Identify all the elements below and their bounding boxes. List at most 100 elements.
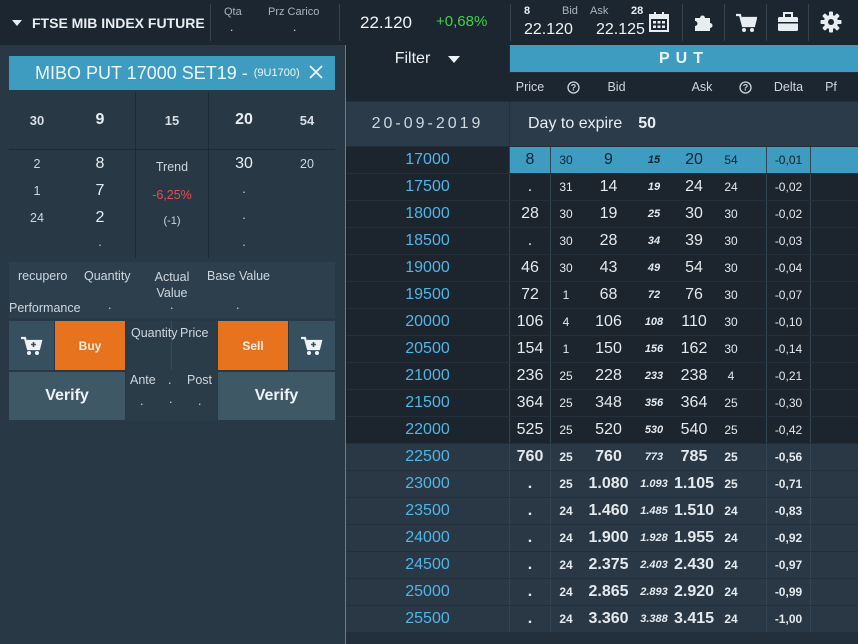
option-row[interactable]: 25500. 24 3.360 3.388 3.415 24 -1,00 <box>346 606 858 632</box>
option-ask[interactable]: 2.920 <box>673 583 715 600</box>
cart-icon[interactable] <box>735 12 757 34</box>
option-ask[interactable]: 1.510 <box>673 502 715 519</box>
option-strike[interactable]: 18500 <box>405 232 450 249</box>
option-strike[interactable]: 22500 <box>405 448 450 465</box>
option-bid[interactable]: 150 <box>595 340 622 357</box>
price-input[interactable] <box>172 342 217 370</box>
option-bid[interactable]: 1.080 <box>588 475 629 492</box>
option-bid[interactable]: 520 <box>595 421 622 438</box>
option-strike[interactable]: 24500 <box>405 556 450 573</box>
option-strike[interactable]: 18000 <box>405 205 450 222</box>
option-row[interactable]: 21500 364 25 348 356 364 25 -0,30 <box>346 390 858 416</box>
option-ask[interactable]: 3.415 <box>673 610 715 627</box>
puzzle-icon[interactable] <box>692 11 714 33</box>
option-strike[interactable]: 22000 <box>405 421 450 438</box>
option-bid[interactable]: 14 <box>599 178 618 195</box>
option-ask[interactable]: 54 <box>685 259 703 276</box>
verify-buy-button[interactable]: Verify <box>9 372 125 420</box>
option-strike[interactable]: 20000 <box>405 313 450 330</box>
option-bid[interactable]: 28 <box>599 232 618 249</box>
option-bid[interactable]: 228 <box>595 367 622 384</box>
option-bid[interactable]: 348 <box>595 394 622 411</box>
option-bid[interactable]: 19 <box>599 205 618 222</box>
base-value: . <box>236 298 240 312</box>
sell-cart-button[interactable] <box>289 321 335 370</box>
option-bid[interactable]: 1.900 <box>588 529 629 546</box>
divider <box>766 444 767 470</box>
ask-quantity: 54 <box>724 153 738 167</box>
divider <box>766 201 767 227</box>
option-bid[interactable]: 43 <box>599 259 618 276</box>
option-row[interactable]: 25000. 24 2.865 2.893 2.920 24 -0,99 <box>346 579 858 605</box>
option-bid[interactable]: 1.460 <box>588 502 629 519</box>
option-ask[interactable]: 76 <box>685 286 703 303</box>
close-icon[interactable] <box>307 63 325 81</box>
expiry-date[interactable]: 20-09-2019 <box>346 102 509 146</box>
option-strike[interactable]: 23500 <box>405 502 450 519</box>
option-ask[interactable]: 110 <box>681 313 707 330</box>
option-strike[interactable]: 17500 <box>405 178 450 195</box>
option-strike[interactable]: 17000 <box>346 147 509 173</box>
col-header-help-icon[interactable]: ? <box>558 73 588 101</box>
briefcase-icon[interactable] <box>777 11 799 33</box>
buy-cart-button[interactable] <box>9 321 54 370</box>
option-row[interactable]: 17000 8 30 9 15 20 54 -0,01 <box>346 147 858 173</box>
option-row[interactable]: 24500. 24 2.375 2.403 2.430 24 -0,97 <box>346 552 858 578</box>
option-bid[interactable]: 2.865 <box>588 583 629 600</box>
option-ask[interactable]: 1.105 <box>673 475 715 492</box>
option-strike[interactable]: 25500 <box>405 610 450 627</box>
ante-label: Ante <box>130 373 156 387</box>
option-ask[interactable]: 30 <box>685 205 703 222</box>
option-row[interactable]: 23500. 24 1.460 1.485 1.510 24 -0,83 <box>346 498 858 524</box>
option-row[interactable]: 18000 28 30 19 25 30 30 -0,02 <box>346 201 858 227</box>
verify-sell-button[interactable]: Verify <box>218 372 335 420</box>
gear-icon[interactable] <box>820 11 842 33</box>
calendar-icon[interactable] <box>648 11 670 33</box>
option-bid[interactable]: 68 <box>599 286 618 303</box>
option-ask[interactable]: 2.430 <box>673 556 715 573</box>
option-bid[interactable]: 760 <box>595 448 622 465</box>
option-ask[interactable]: 39 <box>685 232 703 249</box>
option-row[interactable]: 22000 525 25 520 530 540 25 -0,42 <box>346 417 858 443</box>
option-row[interactable]: 18500. 30 28 34 39 30 -0,03 <box>346 228 858 254</box>
option-bid[interactable]: 2.375 <box>588 556 629 573</box>
option-bid[interactable]: 3.360 <box>588 610 629 627</box>
filter-dropdown[interactable]: Filter <box>346 45 509 73</box>
option-strike[interactable]: 21500 <box>405 394 450 411</box>
option-row[interactable]: 24000. 24 1.900 1.928 1.955 24 -0,92 <box>346 525 858 551</box>
sell-button[interactable]: Sell <box>218 321 288 370</box>
ask-quantity: 30 <box>724 315 738 329</box>
option-strike[interactable]: 19500 <box>405 286 450 303</box>
option-ask[interactable]: 1.955 <box>673 529 715 546</box>
divider <box>210 4 211 41</box>
divider <box>810 201 811 227</box>
option-strike[interactable]: 24000 <box>405 529 450 546</box>
option-row[interactable]: 19000 46 30 43 49 54 30 -0,04 <box>346 255 858 281</box>
quantity-input[interactable] <box>127 342 171 370</box>
divider <box>724 4 725 41</box>
option-row[interactable]: 19500 72 1 68 72 76 30 -0,07 <box>346 282 858 308</box>
instrument-selector[interactable]: FTSE MIB INDEX FUTURE <box>0 0 210 45</box>
buy-button[interactable]: Buy <box>55 321 125 370</box>
option-bid[interactable]: 106 <box>595 313 622 330</box>
option-row[interactable]: 20500 154 1 150 156 162 30 -0,14 <box>346 336 858 362</box>
option-strike[interactable]: 19000 <box>405 259 450 276</box>
option-strike[interactable]: 23000 <box>405 475 450 492</box>
option-bid[interactable]: 9 <box>604 151 613 168</box>
option-row[interactable]: 22500 760 25 760 773 785 25 -0,56 <box>346 444 858 470</box>
option-row[interactable]: 20000 106 4 106 108 110 30 -0,10 <box>346 309 858 335</box>
option-ask[interactable]: 20 <box>685 151 703 168</box>
option-strike[interactable]: 20500 <box>405 340 450 357</box>
option-ask[interactable]: 24 <box>685 178 703 195</box>
option-ask[interactable]: 238 <box>680 367 708 384</box>
col-header-help-icon[interactable]: ? <box>730 73 760 101</box>
option-ask[interactable]: 364 <box>680 394 708 411</box>
option-ask[interactable]: 540 <box>680 421 708 438</box>
option-row[interactable]: 23000. 25 1.080 1.093 1.105 25 -0,71 <box>346 471 858 497</box>
option-ask[interactable]: 162 <box>680 340 708 357</box>
option-row[interactable]: 21000 236 25 228 233 238 4 -0,21 <box>346 363 858 389</box>
option-row[interactable]: 17500. 31 14 19 24 24 -0,02 <box>346 174 858 200</box>
option-strike[interactable]: 21000 <box>405 367 450 384</box>
option-strike[interactable]: 25000 <box>405 583 450 600</box>
option-ask[interactable]: 785 <box>680 448 708 465</box>
